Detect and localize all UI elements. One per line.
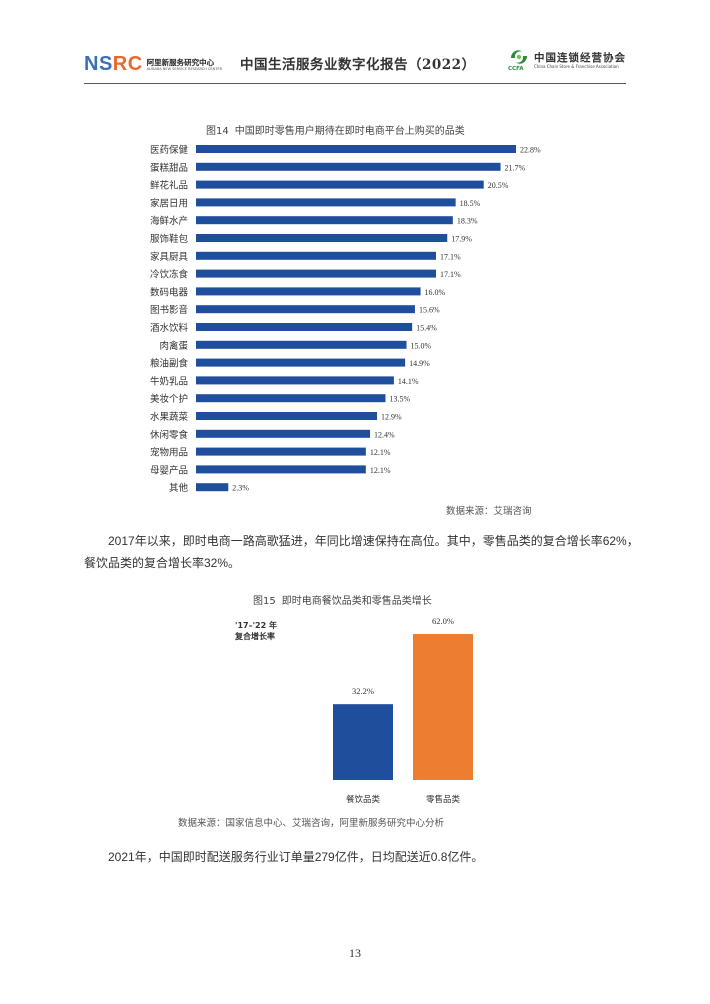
nsrc-logo-cn: 阿里新服务研究中心 — [146, 58, 215, 67]
category-label: 鲜花礼品 — [150, 180, 188, 192]
ccfa-logo-icon — [511, 50, 527, 64]
category-label: 医药保健 — [150, 144, 189, 156]
figure14-source: 数据来源：艾瑞咨询 — [446, 506, 532, 517]
figure14-number: 图14 — [206, 126, 229, 137]
category-label: 粮油副食 — [150, 358, 189, 370]
bar — [196, 447, 366, 456]
category-label: 肉禽蛋 — [159, 340, 188, 352]
bar — [196, 376, 394, 385]
nsrc-logo: NSRC 阿里新服务研究中心 ALIBABA NEW SERVICE RESEA… — [84, 52, 222, 74]
value-label: 12.4% — [374, 430, 395, 439]
category-label: 宠物用品 — [150, 447, 188, 459]
figure14-bar-chart: 医药保健 22.8% 蛋糕甜品 21.7% 鲜花礼品 20.5% 家居日用 18.5% 海鲜水产… — [100, 137, 570, 497]
bar — [196, 358, 406, 367]
bar — [196, 269, 436, 278]
category-label: 餐饮品类 — [346, 794, 381, 805]
paragraph-1: 2017年以来，即时电商一路高歌猛进，年同比增速保持在高位。其中，零售品类的复合… — [84, 534, 639, 570]
figure15-source: 数据来源：国家信息中心、艾瑞咨询，阿里新服务研究中心分析 — [178, 818, 445, 829]
paragraph-2: 2021年，中国即时配送服务行业订单量279亿件，日均配送近0.8亿件。 — [108, 850, 484, 864]
nsrc-logo-rc: RC — [112, 53, 143, 75]
value-label: 2.3% — [232, 484, 249, 493]
bar — [196, 234, 448, 242]
nsrc-logo-ns: NS — [84, 53, 113, 75]
value-label: 12.1% — [370, 448, 391, 457]
figure15-title: 图15 即时电商餐饮品类和零售品类增长 — [253, 592, 438, 607]
category-label: 冷饮冻食 — [150, 269, 189, 281]
figure15-number: 图15 — [253, 596, 276, 607]
value-label: 15.4% — [416, 324, 437, 333]
value-label: 13.5% — [389, 395, 410, 404]
category-label: 家居日用 — [150, 197, 188, 209]
value-label: 17.1% — [440, 270, 461, 279]
value-label: 62.0% — [432, 616, 454, 626]
category-label: 蛋糕甜品 — [150, 162, 188, 174]
bar — [196, 216, 453, 225]
category-label: 零售品类 — [426, 794, 461, 805]
value-label: 16.0% — [425, 288, 446, 297]
page-number: 13 — [349, 946, 361, 960]
figure14-svg: 医药保健 22.8% 蛋糕甜品 21.7% 鲜花礼品 20.5% 家居日用 18.5% 海鲜水产… — [150, 144, 541, 494]
category-label: 牛奶乳品 — [150, 375, 188, 387]
bar — [196, 394, 386, 403]
category-label: 美妆个护 — [150, 393, 188, 405]
category-label: 酒水饮料 — [150, 322, 189, 334]
bar — [196, 323, 413, 331]
value-label: 21.7% — [505, 163, 526, 172]
category-label: 图书影音 — [150, 304, 188, 316]
figure15-y-label-line2: 复合增长率 — [235, 632, 275, 641]
bar — [196, 465, 366, 474]
value-label: 12.9% — [381, 413, 402, 422]
bar — [196, 287, 421, 296]
bar — [196, 305, 415, 314]
category-label: 家具厨具 — [150, 251, 189, 263]
bar — [196, 251, 436, 260]
figure14-caption: 中国即时零售用户期待在即时电商平台上购买的品类 — [234, 126, 465, 137]
category-label: 数码电器 — [150, 286, 189, 298]
bar — [196, 162, 501, 171]
bar — [196, 145, 516, 153]
bar — [413, 634, 473, 780]
bar — [196, 412, 378, 420]
bar — [196, 198, 456, 207]
figure15-caption: 即时电商餐饮品类和零售品类增长 — [281, 596, 432, 607]
value-label: 32.2% — [352, 686, 374, 696]
value-label: 17.9% — [451, 235, 472, 244]
value-label: 12.1% — [370, 466, 391, 475]
bar — [333, 704, 393, 780]
header-divider — [84, 83, 626, 84]
ccfa-logo: CCFA 中国连锁经营协会 China Chain Store & Franch… — [508, 46, 638, 76]
ccfa-logo-abbr: CCFA — [508, 66, 524, 72]
page-header: NSRC 阿里新服务研究中心 ALIBABA NEW SERVICE RESEA… — [0, 0, 710, 84]
bar — [196, 429, 371, 438]
category-label: 水果蔬菜 — [150, 411, 189, 423]
figure15-bar-chart: 32.2% 餐饮品类 62.0% 零售品类 — [230, 606, 510, 816]
ccfa-logo-en: China Chain Store & Franchise Associatio… — [534, 64, 619, 69]
figure15-y-label: '17–'22 年 复合增长率 — [235, 620, 277, 642]
figure15-svg: 32.2% 餐饮品类 62.0% 零售品类 — [333, 616, 473, 805]
value-label: 15.6% — [419, 306, 440, 315]
nsrc-logo-text: 阿里新服务研究中心 ALIBABA NEW SERVICE RESEARCH C… — [147, 58, 222, 72]
value-label: 20.5% — [488, 181, 509, 190]
value-label: 14.1% — [398, 377, 419, 386]
bar — [196, 483, 229, 492]
report-title: 中国生活服务业数字化报告（2022） — [240, 57, 476, 73]
value-label: 22.8% — [520, 146, 541, 155]
category-label: 休闲零食 — [150, 429, 189, 441]
category-label: 母婴产品 — [150, 464, 188, 476]
category-label: 海鲜水产 — [150, 215, 188, 227]
nsrc-logo-en: ALIBABA NEW SERVICE RESEARCH CENTER — [146, 67, 223, 71]
value-label: 18.5% — [460, 199, 481, 208]
ccfa-logo-cn: 中国连锁经营协会 — [534, 52, 626, 64]
value-label: 15.0% — [411, 341, 432, 350]
value-label: 14.9% — [409, 359, 430, 368]
figure14-title: 图14 中国即时零售用户期待在即时电商平台上购买的品类 — [206, 122, 471, 137]
category-label: 其他 — [169, 482, 189, 494]
bar — [196, 180, 484, 189]
bar — [196, 340, 407, 349]
figure15-y-label-line1: '17–'22 年 — [235, 621, 277, 630]
value-label: 18.3% — [457, 217, 478, 226]
value-label: 17.1% — [440, 252, 461, 261]
category-label: 服饰鞋包 — [150, 233, 189, 245]
nsrc-logo-mark: NSRC — [84, 54, 143, 74]
